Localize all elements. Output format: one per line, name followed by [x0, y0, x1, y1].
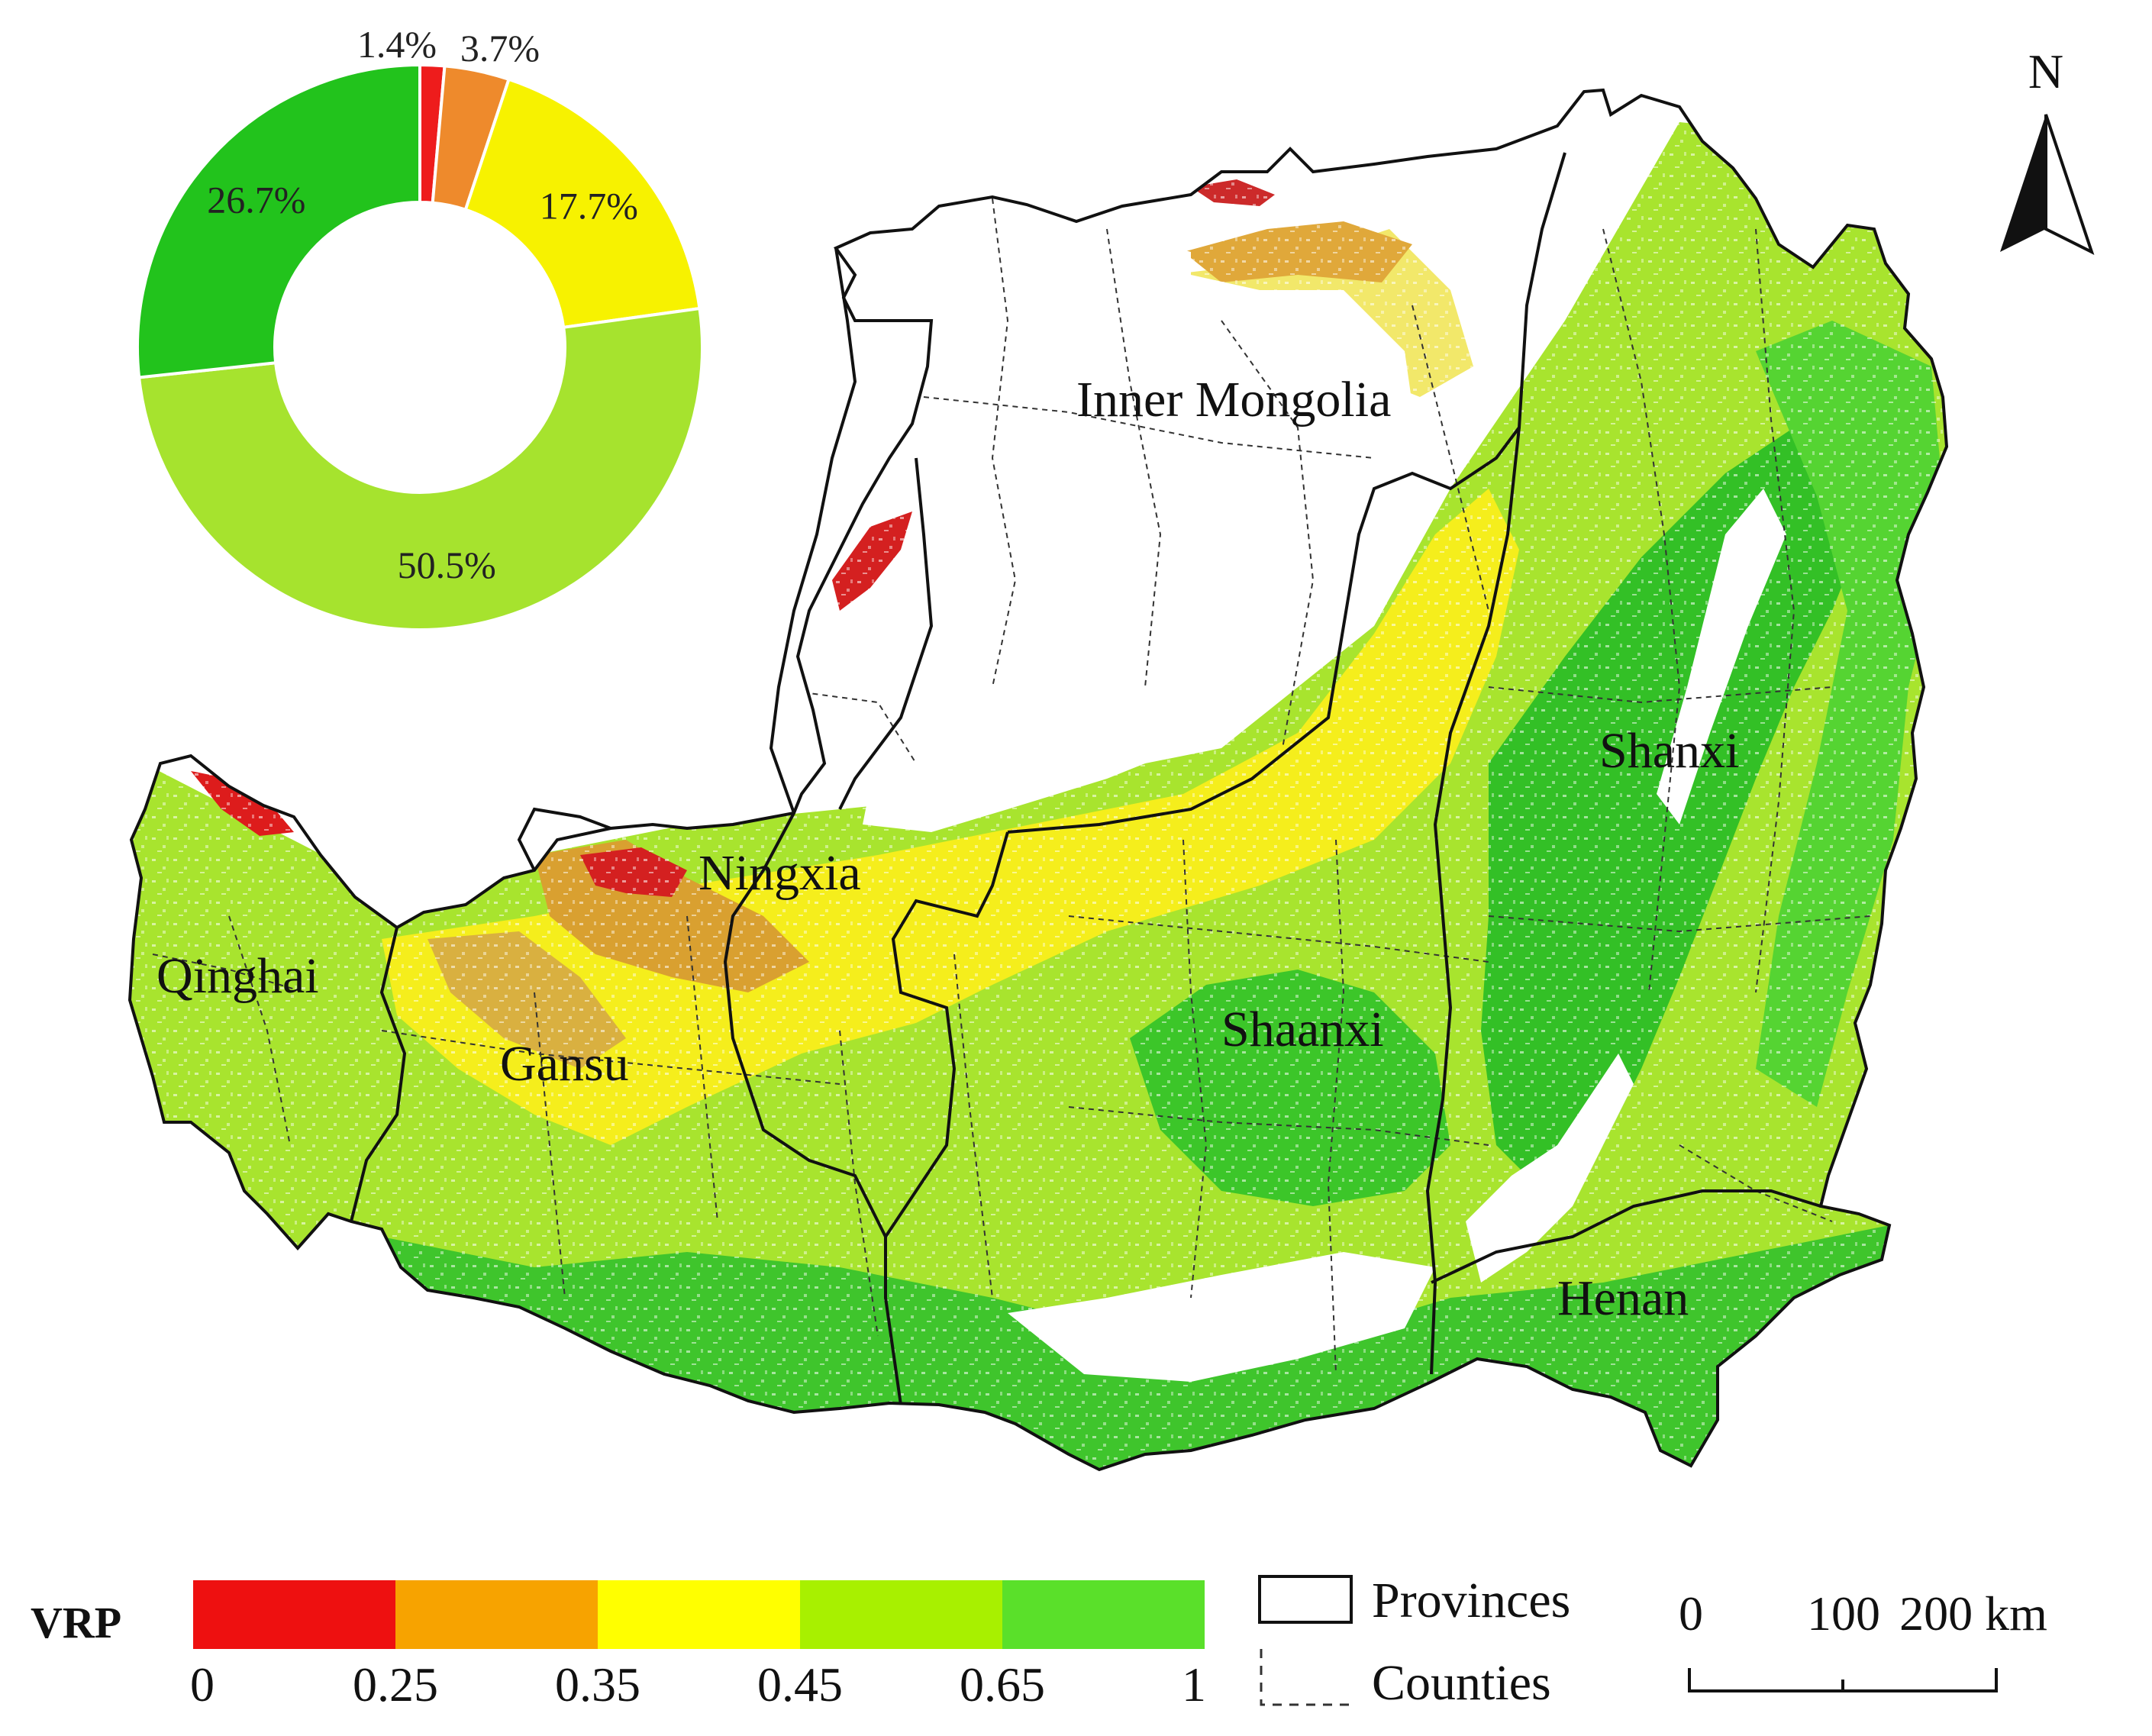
- provinces-label: Provinces: [1372, 1573, 1570, 1628]
- province-labels: Inner Mongolia Shanxi Ningxia Qinghai Sh…: [156, 372, 1739, 1326]
- north-arrow: N: [2000, 44, 2095, 255]
- donut-slice-5: [136, 63, 421, 379]
- border-gansu-qinghai: [350, 927, 407, 1222]
- legend-break-4: 0.65: [960, 1657, 1045, 1712]
- legend-swatch-5: [1002, 1580, 1205, 1649]
- label-henan: Henan: [1557, 1270, 1689, 1326]
- scale-bar-line: [1688, 1668, 1998, 1692]
- border-shanxi-henan: [1431, 1189, 1821, 1284]
- donut-label-3: 17.7%: [540, 185, 638, 227]
- scale-tick-0: 0: [1679, 1586, 1703, 1641]
- vrp-texture: [130, 90, 1947, 1470]
- legend-break-5: 1: [1182, 1657, 1206, 1712]
- donut-label-5: 26.7%: [207, 179, 305, 221]
- donut-label-2: 3.7%: [460, 27, 540, 69]
- donut-slice-3: [463, 77, 702, 330]
- vrp-raster: [130, 90, 1947, 1470]
- label-shaanxi: Shaanxi: [1221, 1002, 1384, 1057]
- donut-label-4: 50.5%: [398, 544, 496, 586]
- north-arrow-label: N: [2028, 44, 2063, 98]
- county-boundaries: [152, 198, 1871, 1375]
- legend-break-3: 0.45: [757, 1657, 843, 1712]
- border-inner-mongolia: [838, 152, 1566, 834]
- legend-swatch-4: [800, 1580, 1002, 1649]
- province-boundaries: [127, 88, 1949, 1472]
- scale-tick-100: 100: [1807, 1586, 1880, 1641]
- donut-label-1: 1.4%: [357, 23, 437, 66]
- vrp-share-donut: 1.4% 3.7% 17.7% 50.5% 26.7%: [136, 23, 704, 631]
- legend-color-bar: [193, 1580, 1205, 1649]
- label-gansu: Gansu: [500, 1036, 629, 1092]
- provinces-swatch: [1258, 1575, 1353, 1624]
- legend-counties: Counties: [1260, 1649, 1551, 1711]
- vrp-legend: VRP 0 0.25 0.35 0.45 0.65 1 Provinces Countie…: [31, 1573, 1570, 1712]
- legend-swatch-1: [193, 1580, 395, 1649]
- label-shanxi: Shanxi: [1599, 723, 1739, 779]
- legend-provinces: Provinces: [1258, 1573, 1570, 1628]
- border-ningxia: [723, 812, 887, 1237]
- legend-title: VRP: [31, 1598, 121, 1647]
- legend-break-1: 0.25: [353, 1657, 438, 1712]
- label-inner-mongolia: Inner Mongolia: [1076, 372, 1391, 428]
- legend-swatch-2: [395, 1580, 598, 1649]
- label-ningxia: Ningxia: [699, 845, 861, 901]
- legend-break-2: 0.35: [555, 1657, 640, 1712]
- north-arrow-icon: [2000, 115, 2046, 252]
- scale-tick-200: 200 km: [1899, 1586, 2047, 1641]
- study-area: [127, 88, 1949, 1472]
- donut-slice-4: [137, 306, 704, 631]
- legend-break-labels: 0 0.25 0.35 0.45 0.65 1: [190, 1657, 1206, 1712]
- label-qinghai: Qinghai: [156, 948, 319, 1004]
- legend-swatch-3: [598, 1580, 800, 1649]
- border-shaanxi-shanxi: [1425, 427, 1521, 1375]
- border-ningxia-north: [769, 247, 857, 814]
- scale-bar: 0 100 200 km: [1679, 1586, 2047, 1692]
- legend-break-0: 0: [190, 1657, 215, 1712]
- border-gansu-north: [517, 807, 611, 871]
- counties-label: Counties: [1372, 1655, 1551, 1711]
- counties-swatch: [1260, 1649, 1351, 1706]
